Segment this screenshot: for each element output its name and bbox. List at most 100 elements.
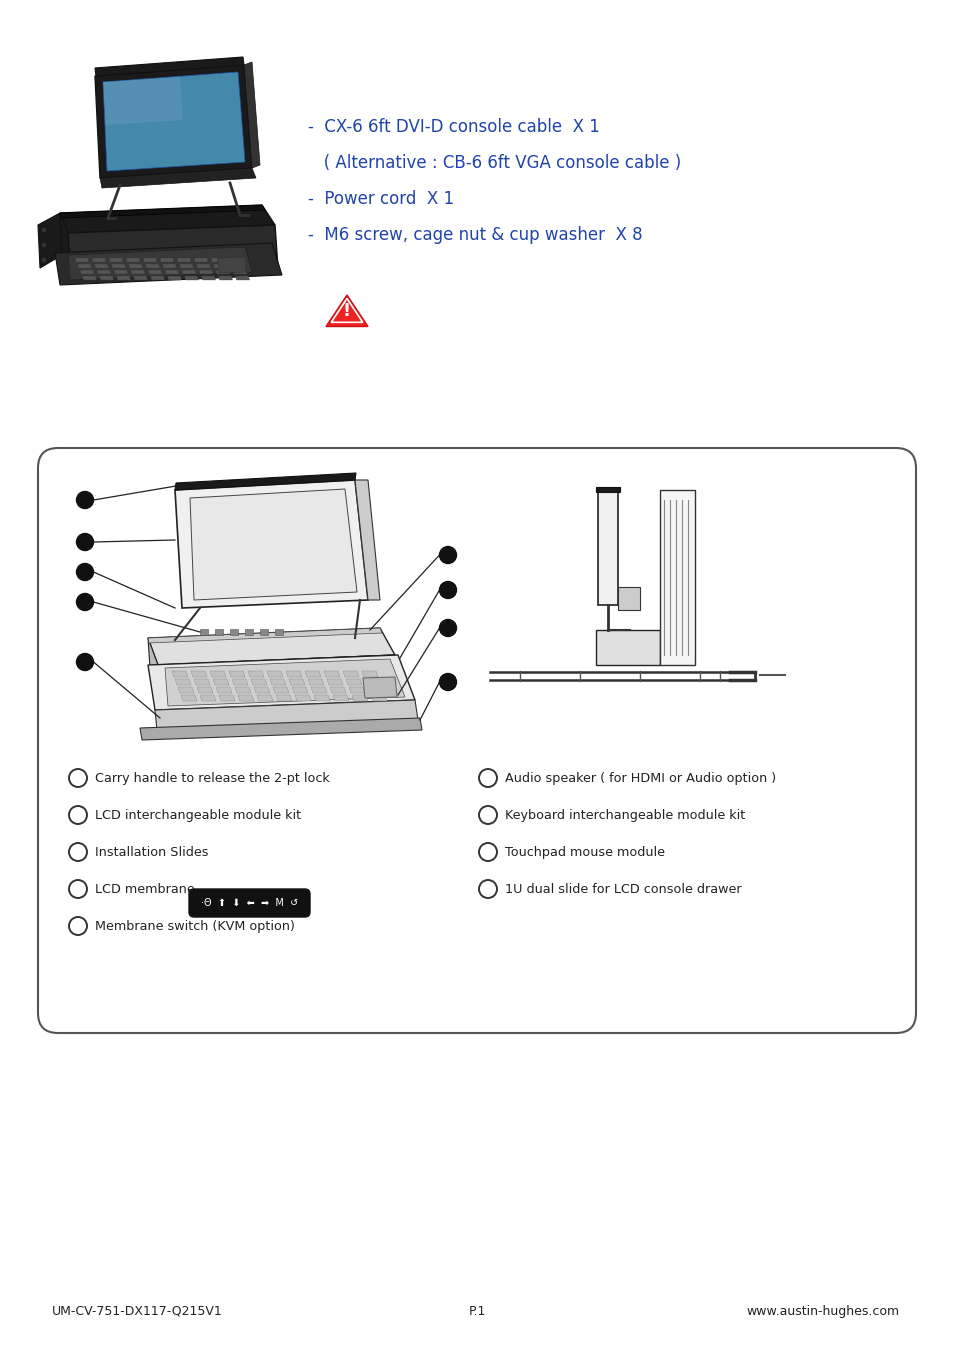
- Text: ( Alternative : CB-6 6ft VGA console cable ): ( Alternative : CB-6 6ft VGA console cab…: [308, 154, 680, 171]
- Polygon shape: [210, 671, 226, 676]
- Polygon shape: [270, 679, 286, 684]
- Polygon shape: [60, 205, 265, 217]
- Polygon shape: [129, 265, 142, 269]
- Polygon shape: [95, 65, 252, 178]
- Polygon shape: [201, 275, 215, 279]
- Polygon shape: [182, 270, 195, 274]
- Text: www.austin-hughes.com: www.austin-hughes.com: [746, 1305, 899, 1318]
- Polygon shape: [233, 270, 247, 274]
- Polygon shape: [133, 275, 148, 279]
- Polygon shape: [218, 256, 246, 273]
- Circle shape: [41, 242, 47, 248]
- Polygon shape: [174, 679, 191, 684]
- Text: UM-CV-751-DX117-Q215V1: UM-CV-751-DX117-Q215V1: [52, 1305, 222, 1318]
- Polygon shape: [219, 695, 234, 701]
- Circle shape: [76, 563, 93, 580]
- Polygon shape: [97, 270, 111, 274]
- Polygon shape: [113, 270, 128, 274]
- Text: Audio speaker ( for HDMI or Audio option ): Audio speaker ( for HDMI or Audio option…: [504, 772, 776, 784]
- Polygon shape: [148, 639, 160, 695]
- Polygon shape: [99, 275, 113, 279]
- Polygon shape: [214, 629, 223, 634]
- Polygon shape: [598, 491, 618, 605]
- Text: LCD interchangeable module kit: LCD interchangeable module kit: [95, 809, 301, 822]
- Polygon shape: [143, 258, 157, 262]
- Circle shape: [76, 491, 93, 509]
- Polygon shape: [355, 481, 379, 599]
- Polygon shape: [232, 679, 248, 684]
- Circle shape: [76, 653, 93, 671]
- Circle shape: [76, 594, 93, 610]
- Text: LCD membrane: LCD membrane: [95, 883, 194, 896]
- Text: !: !: [342, 302, 351, 320]
- Polygon shape: [211, 258, 225, 262]
- Polygon shape: [55, 243, 282, 285]
- Polygon shape: [191, 671, 207, 676]
- Polygon shape: [363, 676, 396, 698]
- Polygon shape: [94, 265, 109, 269]
- Polygon shape: [596, 630, 659, 666]
- Polygon shape: [308, 679, 324, 684]
- Polygon shape: [140, 718, 421, 740]
- Text: Installation Slides: Installation Slides: [95, 846, 209, 859]
- Polygon shape: [229, 671, 245, 676]
- Circle shape: [41, 227, 47, 234]
- Text: 1U dual slide for LCD console drawer: 1U dual slide for LCD console drawer: [504, 883, 740, 896]
- Polygon shape: [148, 270, 162, 274]
- Polygon shape: [324, 671, 339, 676]
- Polygon shape: [179, 265, 193, 269]
- Polygon shape: [131, 270, 145, 274]
- Polygon shape: [231, 265, 244, 269]
- Polygon shape: [275, 695, 292, 701]
- Text: -  CX-6 6ft DVI-D console cable  X 1: - CX-6 6ft DVI-D console cable X 1: [308, 117, 599, 136]
- Polygon shape: [60, 213, 70, 275]
- Polygon shape: [327, 679, 343, 684]
- Polygon shape: [311, 687, 327, 693]
- Polygon shape: [148, 628, 395, 666]
- Polygon shape: [251, 679, 267, 684]
- Polygon shape: [289, 679, 305, 684]
- Polygon shape: [659, 490, 695, 666]
- Polygon shape: [77, 265, 91, 269]
- Polygon shape: [112, 265, 126, 269]
- Polygon shape: [75, 258, 89, 262]
- Polygon shape: [174, 481, 368, 608]
- Circle shape: [439, 547, 456, 563]
- Polygon shape: [60, 205, 274, 234]
- Polygon shape: [352, 695, 368, 701]
- Polygon shape: [116, 275, 131, 279]
- Polygon shape: [234, 687, 251, 693]
- Text: ·Θ  ⬆  ⬇  ⬅  ➡  M  ↺: ·Θ ⬆ ⬇ ⬅ ➡ M ↺: [201, 898, 297, 909]
- Polygon shape: [126, 258, 140, 262]
- Text: Keyboard interchangeable module kit: Keyboard interchangeable module kit: [504, 809, 744, 822]
- Polygon shape: [193, 679, 210, 684]
- Polygon shape: [181, 695, 196, 701]
- Polygon shape: [267, 671, 283, 676]
- Polygon shape: [286, 671, 302, 676]
- Circle shape: [41, 256, 47, 263]
- Polygon shape: [230, 629, 237, 634]
- Polygon shape: [95, 57, 244, 76]
- Polygon shape: [91, 258, 106, 262]
- Polygon shape: [68, 225, 277, 275]
- Polygon shape: [274, 629, 283, 634]
- Polygon shape: [253, 687, 270, 693]
- Polygon shape: [245, 629, 253, 634]
- Polygon shape: [248, 671, 264, 676]
- Polygon shape: [596, 487, 619, 491]
- Polygon shape: [273, 687, 289, 693]
- Text: Touchpad mouse module: Touchpad mouse module: [504, 846, 664, 859]
- Polygon shape: [177, 258, 191, 262]
- Polygon shape: [200, 695, 215, 701]
- Polygon shape: [168, 275, 181, 279]
- Text: -  Power cord  X 1: - Power cord X 1: [308, 190, 454, 208]
- Polygon shape: [165, 270, 179, 274]
- Polygon shape: [193, 258, 208, 262]
- Polygon shape: [100, 167, 255, 188]
- Polygon shape: [148, 655, 415, 710]
- Circle shape: [76, 533, 93, 551]
- FancyBboxPatch shape: [189, 890, 310, 917]
- Circle shape: [439, 620, 456, 636]
- Text: -  M6 screw, cage nut & cup washer  X 8: - M6 screw, cage nut & cup washer X 8: [308, 225, 642, 244]
- Polygon shape: [294, 695, 311, 701]
